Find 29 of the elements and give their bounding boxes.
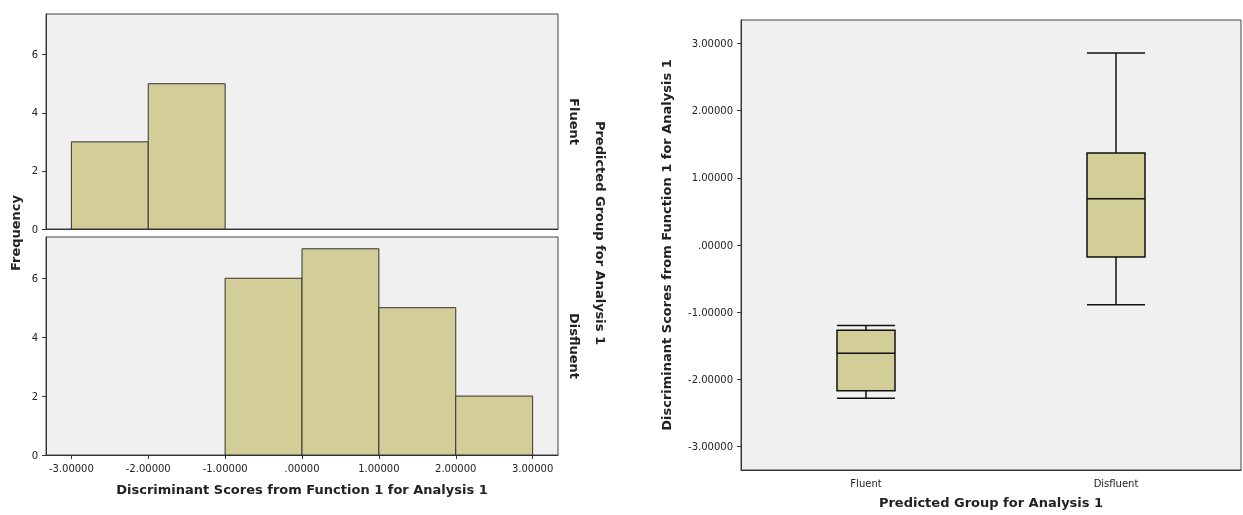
x-tick-label: 3.00000 <box>511 462 554 474</box>
text: Predicted Group for Analysis 1 <box>593 120 608 346</box>
y2-axis-title: Disfluent <box>567 312 582 380</box>
x-tick-label: -2.00000 <box>125 462 171 474</box>
y-tick-label: -1.00000 <box>688 306 733 318</box>
y-tick-label: 4 <box>31 331 38 343</box>
y-tick-label: 0 <box>31 449 38 461</box>
y-tick-label: 1.00000 <box>691 172 733 184</box>
y-tick-label: 2 <box>31 165 38 177</box>
y-tick-label: -2.00000 <box>688 373 733 385</box>
y-tick-label: .00000 <box>698 239 733 251</box>
x-axis-title: Discriminant Scores from Function 1 for Analysis 1 <box>116 482 488 497</box>
y-tick-label: 6 <box>31 272 38 284</box>
y-axis-title: Frequency <box>8 194 23 272</box>
y-tick-label: -3.00000 <box>688 440 733 452</box>
y-tick-label: 2 <box>31 390 38 402</box>
y-tick-label: 0 <box>31 223 38 235</box>
y-tick-label: 4 <box>31 107 38 119</box>
x-tick-label: 1.00000 <box>358 462 400 474</box>
x-tick-label: 2.00000 <box>435 462 477 474</box>
x-tick-label: -3.00000 <box>48 462 94 474</box>
x-tick-label: -1.00000 <box>202 462 248 474</box>
y-axis-title: Discriminant Scores from Function 1 for Analysis 1 <box>659 59 674 431</box>
y-tick-label: 6 <box>31 49 38 61</box>
y-tick-label: 2.00000 <box>691 105 733 117</box>
y2-axis-title: Fluent <box>567 98 582 145</box>
x-axis-title: Predicted Group for Analysis 1 <box>878 495 1104 510</box>
x-tick-label: .00000 <box>284 462 320 474</box>
y-tick-label: 3.00000 <box>691 38 733 50</box>
